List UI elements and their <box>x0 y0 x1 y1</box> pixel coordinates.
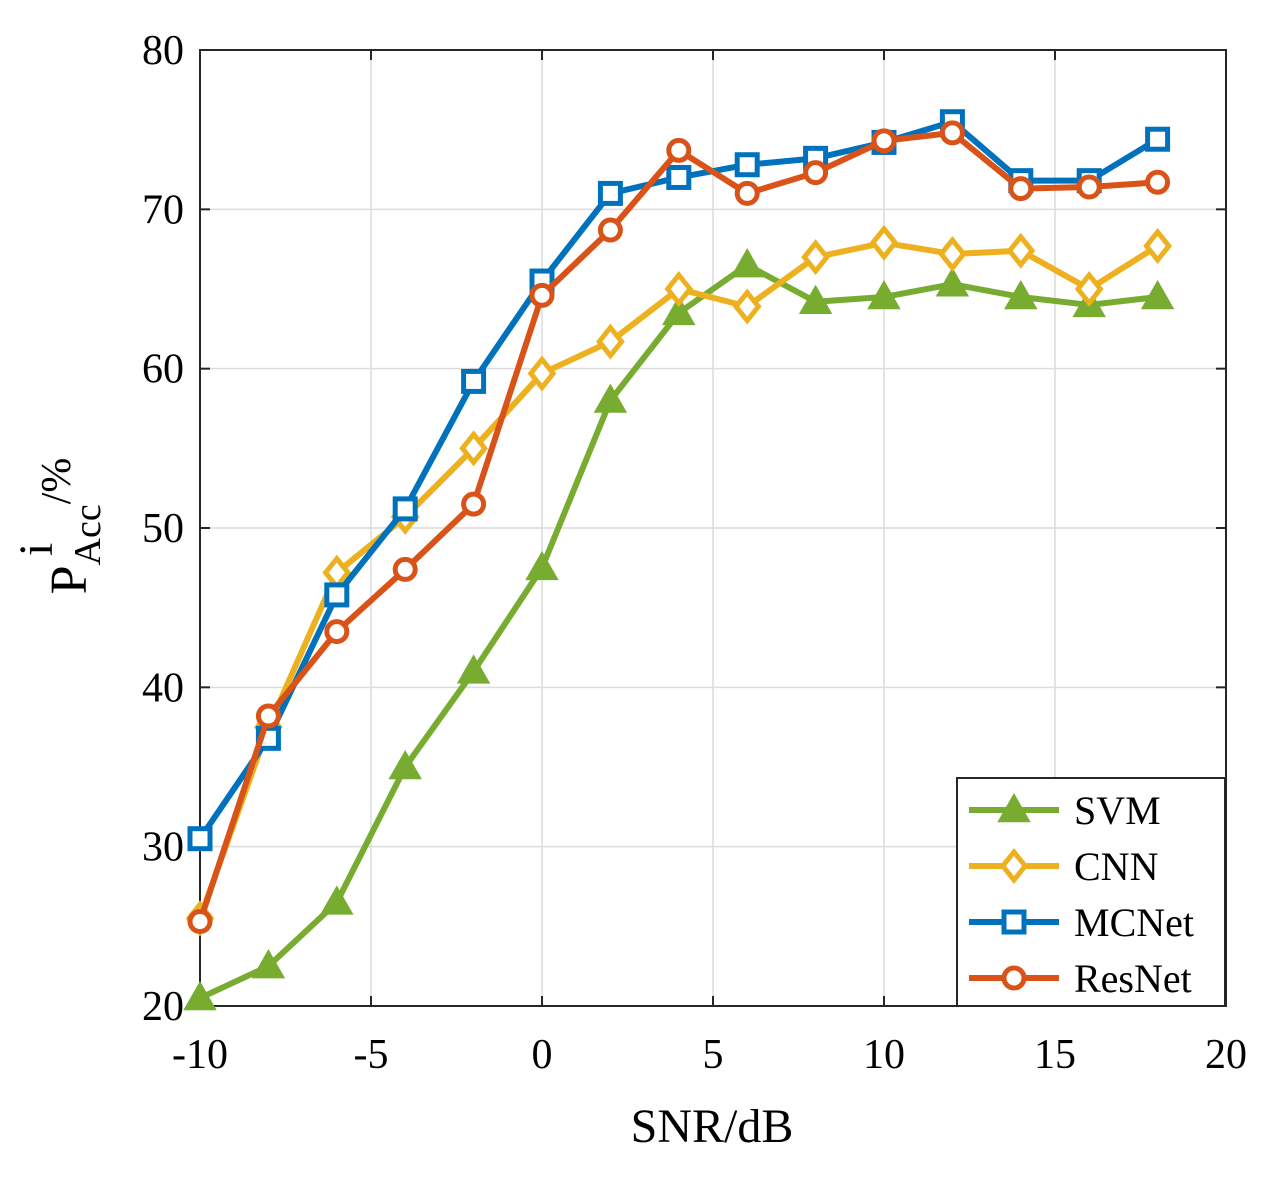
data-point-resnet-3 <box>392 556 418 582</box>
y-axis-label-base: P <box>41 565 98 594</box>
y-axis-label: PAcc/% i <box>10 458 109 595</box>
data-point-svm-3 <box>388 749 422 780</box>
data-point-mcnet-2 <box>324 582 350 608</box>
y-axis-label-subscript: Acc <box>67 504 109 565</box>
legend-marker-0 <box>997 792 1031 823</box>
data-point-cnn-9 <box>801 239 831 276</box>
x-axis-label: SNR/dB <box>631 1100 794 1153</box>
data-point-mcnet-14 <box>1145 126 1171 152</box>
y-tick-label-4: 60 <box>142 347 184 393</box>
data-point-cnn-5 <box>527 355 557 392</box>
data-point-resnet-4 <box>461 491 487 517</box>
data-point-svm-12 <box>1004 279 1038 310</box>
data-point-cnn-10 <box>869 224 899 261</box>
data-point-cnn-7 <box>664 270 694 308</box>
y-tick-label-5: 70 <box>142 187 184 233</box>
grid <box>200 50 1226 1006</box>
legend-label-1: CNN <box>1074 844 1158 889</box>
x-tick-label-5: 15 <box>1034 1032 1076 1078</box>
data-point-resnet-6 <box>597 217 623 243</box>
data-point-resnet-1 <box>255 703 281 729</box>
data-point-svm-1 <box>251 949 286 979</box>
series-resnet <box>187 120 1171 935</box>
data-point-mcnet-8 <box>734 152 760 178</box>
data-point-cnn-6 <box>595 323 625 360</box>
data-point-svm-14 <box>1140 279 1175 310</box>
legend-label-2: MCNet <box>1074 900 1194 945</box>
data-point-svm-4 <box>456 654 491 684</box>
data-point-mcnet-6 <box>597 180 623 206</box>
x-tick-label-6: 20 <box>1205 1032 1247 1078</box>
data-point-resnet-11 <box>939 120 965 146</box>
y-axis-label-suffix: /% <box>34 458 80 505</box>
legend-item-cnn: CNN <box>969 844 1158 889</box>
y-axis-label-superscript: i <box>10 543 63 556</box>
data-point-resnet-10 <box>871 128 897 154</box>
svg-text:PAcc/%: PAcc/% <box>34 458 109 595</box>
x-axis-ticks: -10 -5 0 5 10 15 20 <box>172 50 1247 1078</box>
data-point-svm-6 <box>593 383 628 413</box>
legend-marker-3 <box>1001 965 1027 991</box>
y-tick-label-1: 30 <box>142 825 184 871</box>
legend-label-3: ResNet <box>1074 956 1192 1001</box>
data-point-resnet-13 <box>1076 174 1102 200</box>
x-tick-label-0: -10 <box>172 1032 228 1078</box>
legend-label-0: SVM <box>1074 788 1161 833</box>
data-point-cnn-4 <box>459 430 489 467</box>
series-cnn <box>185 224 1173 937</box>
data-point-resnet-2 <box>324 619 350 645</box>
x-tick-label-2: 0 <box>532 1032 553 1078</box>
data-point-svm-11 <box>935 267 970 297</box>
data-point-svm-0 <box>183 981 217 1011</box>
x-tick-label-4: 10 <box>863 1032 905 1078</box>
series-group <box>183 109 1175 1011</box>
data-point-resnet-0 <box>187 909 213 935</box>
legend: SVM CNN MCNet ResNet <box>956 777 1226 1007</box>
data-point-mcnet-0 <box>187 826 213 852</box>
x-tick-label-3: 5 <box>703 1032 724 1078</box>
data-point-svm-8 <box>730 248 764 278</box>
legend-item-resnet: ResNet <box>969 956 1192 1001</box>
y-tick-label-2: 40 <box>142 665 184 711</box>
data-point-svm-5 <box>525 550 559 581</box>
data-point-mcnet-7 <box>666 164 692 190</box>
legend-marker-1 <box>999 847 1029 885</box>
y-tick-label-6: 80 <box>142 28 184 74</box>
y-axis-ticks: 20 30 40 50 60 70 80 <box>142 28 1226 1030</box>
x-tick-label-1: -5 <box>354 1032 389 1078</box>
legend-item-svm: SVM <box>969 788 1161 833</box>
data-point-cnn-12 <box>1006 232 1036 269</box>
data-point-svm-7 <box>662 295 696 326</box>
legend-marker-2 <box>1001 909 1027 935</box>
data-point-cnn-14 <box>1143 227 1173 264</box>
data-point-resnet-9 <box>803 160 829 186</box>
data-point-cnn-13 <box>1074 270 1104 308</box>
data-point-svm-10 <box>867 279 901 310</box>
y-tick-label-3: 50 <box>142 506 184 552</box>
data-point-cnn-11 <box>937 235 967 272</box>
data-point-resnet-5 <box>529 282 555 308</box>
y-tick-label-0: 20 <box>142 984 184 1030</box>
data-point-resnet-8 <box>734 180 760 206</box>
data-point-resnet-12 <box>1008 176 1034 202</box>
data-point-svm-9 <box>798 284 833 314</box>
data-point-resnet-7 <box>666 137 692 163</box>
data-point-cnn-8 <box>732 288 762 325</box>
data-point-svm-2 <box>320 885 354 915</box>
legend-item-mcnet: MCNet <box>969 900 1194 945</box>
series-svm <box>183 248 1175 1011</box>
data-point-mcnet-3 <box>392 496 418 522</box>
data-point-resnet-14 <box>1145 169 1171 195</box>
data-point-mcnet-4 <box>461 368 487 394</box>
